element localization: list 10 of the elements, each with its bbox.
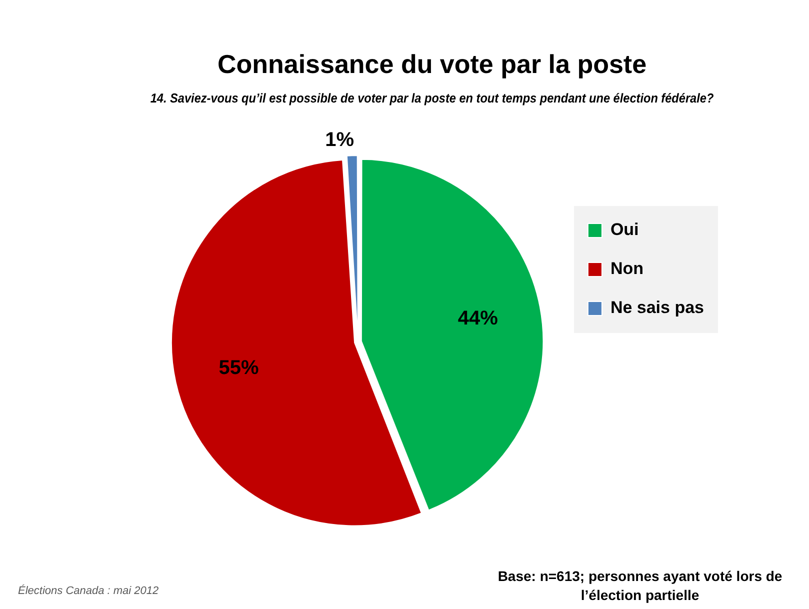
chart-title: Connaissance du vote par la poste xyxy=(217,48,647,79)
text: Base: n=613; personnes ayant voté lors de l’élection partielle xyxy=(498,568,782,603)
text: Élections Canada : mai 2012 xyxy=(18,584,159,597)
legend-label: Ne sais pas xyxy=(610,298,704,318)
data-label: 1% xyxy=(325,128,354,151)
legend-label: Non xyxy=(610,259,644,278)
data-label: 55% xyxy=(218,357,260,380)
chart-subtitle: 14. Saviez-vous qu’il est possible de voter par la poste en tout temps pendant une élection fédérale? xyxy=(150,91,714,106)
legend-label: Oui xyxy=(610,220,639,240)
data-label: 44% xyxy=(458,308,498,330)
